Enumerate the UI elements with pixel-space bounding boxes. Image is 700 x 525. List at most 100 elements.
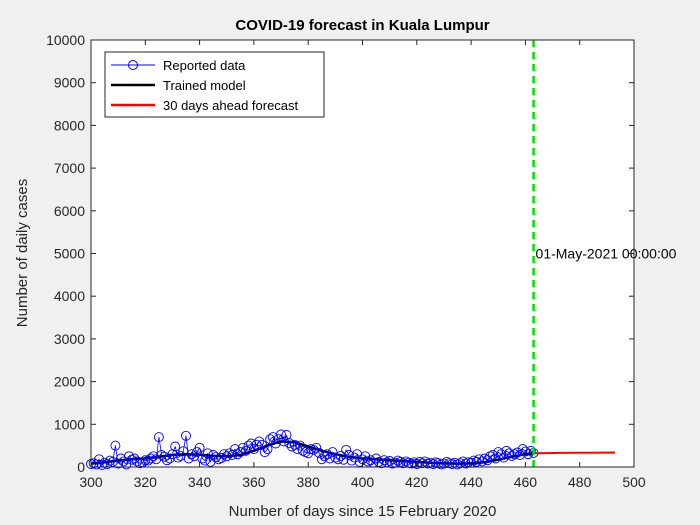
- reported-data-point: [259, 447, 270, 458]
- reported-data-point: [354, 456, 365, 467]
- reported-data-point: [324, 453, 335, 464]
- reported-data-point: [365, 455, 376, 466]
- reported-data-point: [333, 454, 344, 465]
- reported-data-point: [311, 442, 322, 453]
- reported-data-point: [452, 459, 463, 470]
- y-tick-label: 3000: [54, 331, 85, 347]
- forecast-line: [533, 451, 616, 455]
- reported-data-point: [284, 438, 295, 449]
- reported-data-point: [343, 450, 354, 460]
- x-tick-label: 440: [459, 474, 483, 490]
- reported-data-point: [360, 451, 371, 462]
- reported-data-point: [300, 447, 311, 458]
- reported-data-point: [433, 458, 444, 469]
- reported-data-point: [474, 454, 485, 465]
- y-tick-label: 5000: [54, 246, 85, 262]
- y-tick-label: 4000: [54, 288, 85, 304]
- reported-data-point: [330, 452, 341, 463]
- reported-data-point: [96, 459, 107, 470]
- data-layer: 01-May-2021 00:00:00: [86, 40, 677, 470]
- reported-data-point: [229, 444, 240, 455]
- reported-data-point: [477, 456, 487, 467]
- reported-data-point: [487, 450, 498, 460]
- reported-data-point: [246, 438, 257, 449]
- reported-data-point: [493, 447, 504, 458]
- reported-data-layer: [86, 429, 539, 470]
- y-tick-label: 0: [77, 459, 85, 475]
- reported-data-point: [94, 454, 105, 465]
- reported-data-point: [501, 445, 512, 456]
- reported-data-point: [167, 449, 178, 460]
- x-tick-label: 340: [188, 474, 212, 490]
- reported-data-point: [327, 447, 338, 458]
- reported-data-point: [276, 429, 286, 440]
- reported-data-point: [319, 451, 330, 462]
- y-tick-label: 10000: [46, 32, 85, 48]
- legend-label-model: Trained model: [163, 78, 246, 93]
- reported-data-point: [406, 458, 417, 469]
- x-tick-label: 460: [514, 474, 538, 490]
- reported-data-point: [194, 442, 205, 453]
- reported-data-point: [471, 456, 482, 467]
- reported-data-point: [316, 454, 327, 465]
- reported-data-point: [428, 459, 439, 469]
- reported-data-point: [115, 453, 126, 464]
- reported-data-point: [447, 459, 458, 469]
- reported-data-point: [156, 450, 167, 460]
- reported-data-point: [254, 436, 265, 447]
- reported-data-point: [352, 449, 363, 460]
- reported-data-point: [308, 444, 319, 455]
- reported-data-point: [395, 456, 406, 467]
- reported-data-point: [197, 453, 208, 464]
- y-tick-label: 2000: [54, 374, 85, 390]
- reported-data-point: [232, 449, 243, 460]
- reported-data-point: [485, 451, 496, 462]
- reported-data-point: [496, 449, 506, 460]
- reported-data-point: [468, 455, 479, 466]
- reported-data-point: [441, 456, 452, 467]
- x-tick-label: 500: [622, 474, 646, 490]
- reported-data-point: [186, 449, 197, 460]
- annotation-layer: 01-May-2021 00:00:00: [532, 40, 677, 467]
- reported-data-point: [414, 456, 425, 467]
- reported-data-point: [314, 447, 325, 458]
- reported-data-point: [126, 454, 137, 465]
- reported-data-point: [417, 458, 428, 469]
- x-tick-label: 360: [242, 474, 266, 490]
- reported-data-point: [162, 455, 172, 466]
- reported-data-point: [504, 448, 515, 459]
- reported-data-point: [148, 451, 159, 462]
- reported-data-point: [379, 455, 390, 466]
- reported-data-point: [438, 458, 449, 469]
- reported-data-point: [124, 451, 134, 462]
- reported-data-point: [278, 436, 289, 447]
- legend-label-forecast: 30 days ahead forecast: [163, 98, 299, 113]
- reported-data-point: [113, 458, 124, 469]
- legend: Reported data Trained model 30 days ahea…: [104, 51, 325, 118]
- reported-data-point: [107, 456, 118, 467]
- reported-data-point: [506, 450, 517, 461]
- reported-data-point: [398, 458, 409, 469]
- reported-data-point: [373, 456, 384, 467]
- reported-data-point: [251, 439, 262, 450]
- reported-data-point: [346, 455, 357, 466]
- reported-data-point: [243, 440, 254, 451]
- y-tick-label: 7000: [54, 160, 85, 176]
- y-tick-label: 9000: [54, 75, 85, 91]
- y-tick-label: 1000: [54, 416, 85, 432]
- reported-data-point: [238, 442, 248, 453]
- reported-data-point: [88, 458, 99, 469]
- chart-title: COVID-19 forecast in Kuala Lumpur: [235, 17, 489, 34]
- reported-data-point: [91, 459, 102, 470]
- tick-layer: 300 320 340 360 380 400 420 440 460 480 5000100020…: [46, 32, 646, 490]
- reported-data-point: [110, 440, 121, 451]
- reported-data-point: [297, 445, 308, 456]
- reported-data-point: [273, 434, 284, 445]
- reported-data-point: [286, 441, 297, 452]
- x-tick-label: 320: [134, 474, 158, 490]
- x-tick-label: 480: [568, 474, 592, 490]
- legend-label-reported: Reported data: [163, 58, 246, 73]
- y-tick-label: 6000: [54, 203, 85, 219]
- reported-data-point: [520, 446, 531, 457]
- reported-data-point: [221, 451, 232, 462]
